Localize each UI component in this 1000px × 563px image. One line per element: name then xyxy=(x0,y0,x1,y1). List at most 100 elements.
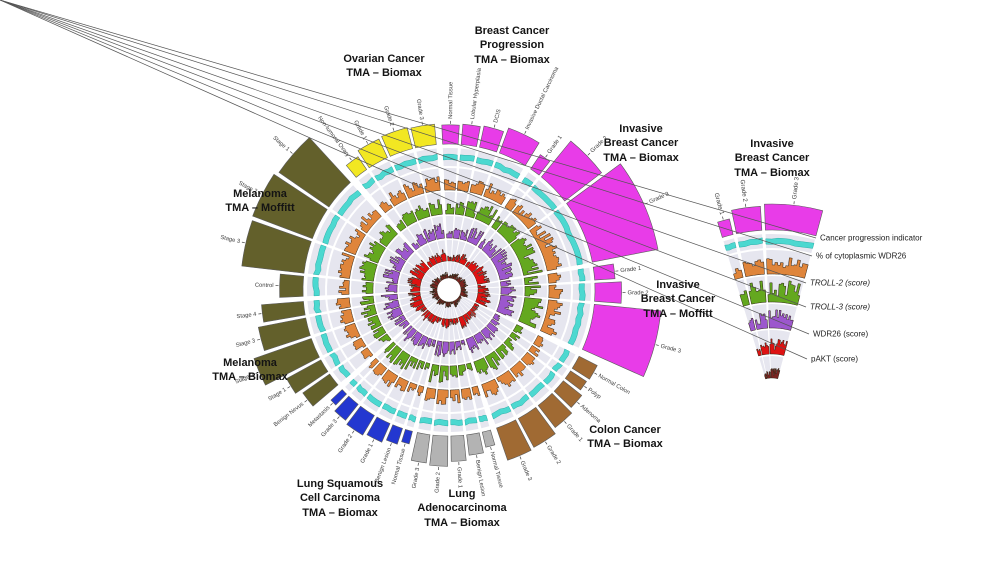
sector-label: Stage 4 xyxy=(236,312,257,321)
category-arc xyxy=(261,301,306,323)
ring-band-troll2 xyxy=(524,274,547,285)
ring-band-pakt xyxy=(451,301,457,318)
histogram-wdr26 xyxy=(447,255,452,262)
histogram-wdr26_cyto xyxy=(548,284,563,299)
sector-label: Normal Tissue xyxy=(488,451,503,488)
category-arc xyxy=(731,206,763,235)
histogram-wdr26 xyxy=(451,254,456,262)
histogram-wdr26 xyxy=(760,342,770,356)
indicator-arc xyxy=(433,418,449,427)
sector-label: Grade 1 xyxy=(565,423,583,443)
histogram-troll2 xyxy=(748,280,767,305)
category-arc xyxy=(566,163,659,263)
histogram-troll2 xyxy=(359,260,378,282)
indicator-arc xyxy=(510,393,530,410)
histogram-troll3 xyxy=(389,256,406,272)
ring-band-pakt xyxy=(762,356,771,379)
histogram-wdr26_cyto xyxy=(520,351,536,366)
histogram-wdr26_cyto xyxy=(742,259,765,278)
indicator-arc xyxy=(551,362,563,372)
sector-tick xyxy=(545,441,548,445)
sector-tick xyxy=(257,338,261,341)
legend-pointer-line xyxy=(0,0,807,308)
legend-pointer-line xyxy=(0,0,810,335)
sector-tick xyxy=(352,430,355,434)
histogram-troll3 xyxy=(486,322,499,334)
histogram-pakt xyxy=(449,274,452,279)
category-arc xyxy=(581,304,662,377)
histogram-troll2 xyxy=(404,355,419,370)
histogram-wdr26_cyto xyxy=(338,279,350,295)
histogram-wdr26_cyto xyxy=(443,179,456,191)
histogram-wdr26 xyxy=(454,254,461,263)
category-arc xyxy=(386,424,403,445)
histogram-wdr26_cyto xyxy=(483,183,506,205)
ring-band-pakt xyxy=(458,296,473,307)
ring-band-wdr26 xyxy=(469,308,489,325)
sector-label: Lobular Hyperplasia xyxy=(470,67,483,120)
histogram-wdr26 xyxy=(409,295,422,302)
indicator-arc xyxy=(765,237,815,249)
histogram-troll3 xyxy=(459,229,469,242)
histogram-troll3 xyxy=(417,334,429,350)
histogram-troll3 xyxy=(398,319,410,329)
histogram-troll3 xyxy=(434,340,443,357)
sector-label: Normal Tissue xyxy=(448,82,454,119)
sector-tick xyxy=(330,403,333,406)
ring-band-wdr26_cyto xyxy=(348,200,382,234)
histogram-pakt xyxy=(448,301,451,308)
category-arc xyxy=(592,263,616,281)
sector-label: Grade 2 xyxy=(628,290,649,296)
histogram-troll2 xyxy=(475,205,498,226)
indicator-arc xyxy=(408,414,417,423)
histogram-troll2 xyxy=(767,280,801,306)
histogram-wdr26 xyxy=(472,265,490,285)
histogram-troll3 xyxy=(473,331,489,345)
center-hole xyxy=(438,279,460,301)
histogram-pakt xyxy=(451,301,454,305)
sector-tick xyxy=(403,443,406,447)
histogram-troll2 xyxy=(438,365,449,383)
ring-band-troll3 xyxy=(388,319,410,339)
histogram-troll2 xyxy=(739,290,750,307)
sector-tick xyxy=(545,154,548,158)
histogram-troll3 xyxy=(386,307,404,321)
histogram-pakt xyxy=(446,301,450,308)
sector-tick xyxy=(587,152,591,156)
category-arc xyxy=(278,137,351,208)
category-arc xyxy=(401,428,413,445)
legend-wedge: Grade 1 Grade 2 Grade 3 xyxy=(0,0,824,380)
histogram-pakt xyxy=(458,296,462,299)
histogram-troll2 xyxy=(401,210,418,227)
histogram-troll2 xyxy=(457,364,467,376)
sector-label: DCIS xyxy=(493,109,503,124)
histogram-pakt xyxy=(438,299,444,305)
category-arc xyxy=(410,432,431,464)
sector-label: Grade 1 xyxy=(547,135,564,155)
histogram-wdr26_cyto xyxy=(512,204,537,230)
ring-band-pakt xyxy=(450,262,455,279)
histogram-troll3 xyxy=(465,336,480,354)
histogram-pakt xyxy=(455,276,459,281)
histogram-troll2 xyxy=(392,350,411,370)
histogram-troll3 xyxy=(500,280,512,287)
histogram-pakt xyxy=(766,371,771,379)
sector-label: Grade 3 xyxy=(415,99,424,121)
histogram-troll2 xyxy=(383,341,396,354)
sector-label: Grade 3 xyxy=(791,176,801,200)
main-circos: Normal Tissue Lobular Hyperplasia DCIS Inva… xyxy=(220,65,682,496)
sector-label: Grade 1 xyxy=(360,443,375,464)
sector-label: Normal Colon xyxy=(597,373,631,396)
histogram-wdr26 xyxy=(441,318,446,328)
histogram-troll3 xyxy=(466,227,485,246)
histogram-troll2 xyxy=(518,297,544,329)
group-title-lung-adeno: Lung Adenocarcinoma TMA – Biomax xyxy=(417,488,507,529)
indicator-arc xyxy=(349,378,358,388)
ring-band-pakt xyxy=(428,298,441,310)
histogram-troll2 xyxy=(524,285,541,297)
histogram-troll3 xyxy=(402,325,413,336)
category-arc xyxy=(366,416,391,443)
sector-label: Benign Nevus xyxy=(273,401,305,428)
